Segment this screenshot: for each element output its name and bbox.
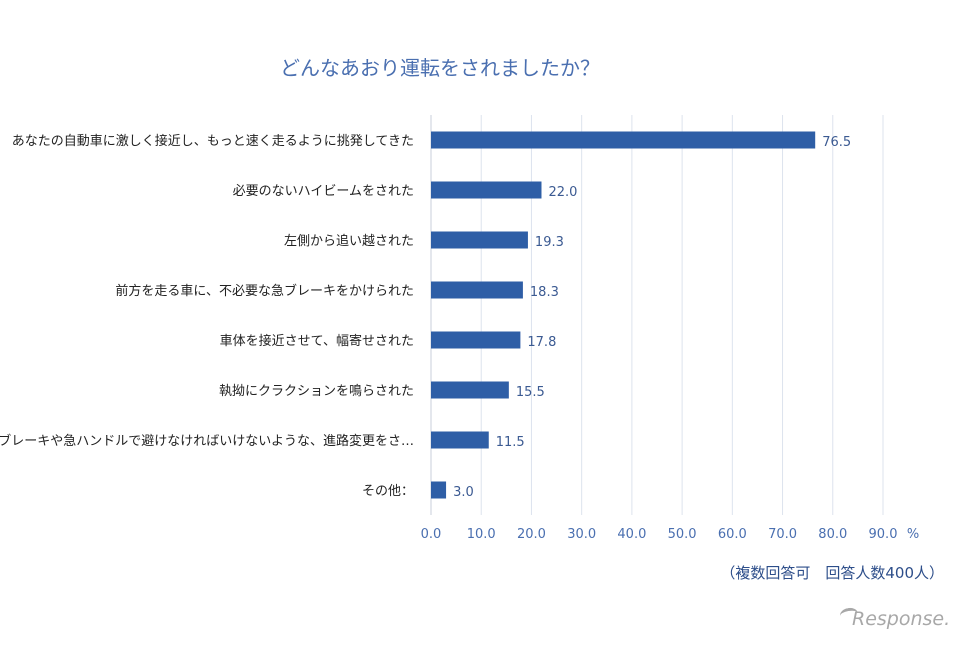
bar [431,381,509,399]
category-label: 左側から追い越された [284,233,414,249]
bar [431,431,489,449]
x-tick-label: 80.0 [818,527,847,542]
x-tick-label: 20.0 [517,527,546,542]
data-label: 19.3 [535,235,564,250]
category-label: 必要のないハイビームをされた [233,184,414,199]
response-logo: Response. [839,606,951,630]
logo-letter: R [852,608,866,630]
bar [431,131,816,149]
category-label: 急ブレーキや急ハンドルで避けなければいけないような、進路変更をさ… [0,433,414,449]
x-tick-label: 30.0 [567,527,596,542]
category-label: 車体を接近させて、幅寄せされた [220,333,414,349]
category-label: その他： [362,484,414,499]
x-tick-label: 90.0 [869,527,898,542]
bar [431,331,521,349]
x-tick-label: 60.0 [718,527,747,542]
logo-text: esponse. [865,608,951,630]
data-label: 18.3 [530,285,559,300]
x-tick-label: 50.0 [668,527,697,542]
x-tick-label: 10.0 [467,527,496,542]
x-tick-label: 40.0 [617,527,646,542]
data-label: 3.0 [453,485,474,500]
x-unit-label: % [907,527,919,542]
data-label: 22.0 [548,185,577,200]
category-label: あなたの自動車に激しく接近し、もっと速く走るように挑発してきた [12,133,414,149]
data-label: 11.5 [496,435,525,450]
category-label: 前方を走る車に、不必要な急ブレーキをかけられた [115,283,414,299]
bar [431,281,523,299]
bar [431,481,447,499]
bar [431,181,542,199]
data-label: 17.8 [527,335,556,350]
bar [431,231,528,249]
category-label: 執拗にクラクションを鳴らされた [219,383,414,399]
chart-title: どんなあおり運転をされましたか？ [280,56,600,80]
data-label: 76.5 [822,135,851,150]
x-tick-label: 0.0 [421,527,442,542]
x-tick-label: 70.0 [768,527,797,542]
chart-note: （複数回答可 回答人数400人） [720,564,944,582]
data-label: 15.5 [516,385,545,400]
